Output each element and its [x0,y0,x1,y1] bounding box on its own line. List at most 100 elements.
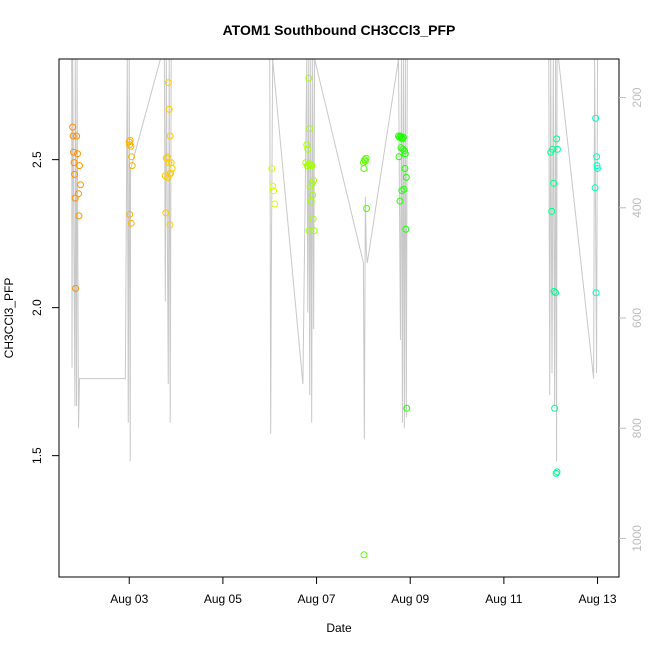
y2-tick-label: 800 [630,418,644,438]
x-tick-label: Aug 13 [579,592,617,606]
data-point [396,197,404,205]
data-point [592,114,600,122]
data-point [69,123,77,131]
data-point [397,133,405,141]
data-point [75,190,82,198]
x-tick-label: Aug 09 [391,592,429,606]
data-point [551,404,559,412]
data-point [166,170,174,178]
data-point [398,135,406,143]
data-point [360,551,368,559]
data-point [591,184,599,192]
data-point [309,215,317,223]
data-point [127,142,135,150]
chart-title: ATOM1 Southbound CH3CCl3_PFP [223,22,456,38]
data-point [553,468,561,476]
data-point [305,227,313,235]
data-point [310,176,318,184]
data-point [305,74,313,82]
data-point [552,469,560,477]
data-point [165,159,173,167]
data-points [69,74,601,559]
data-point [594,165,601,172]
y2-tick-label: 200 [630,87,644,107]
data-point [397,144,405,152]
x-tick-label: Aug 11 [485,592,522,606]
y2-tick-label: 600 [630,308,644,328]
data-point [398,187,406,195]
data-point [361,157,369,165]
data-point [553,135,561,143]
data-point [593,162,601,170]
data-point [165,105,173,113]
data-point [548,207,556,215]
data-point [550,179,558,187]
data-point [552,289,560,297]
data-point [77,181,84,189]
x-tick-label: Aug 07 [298,592,336,606]
data-point [549,145,557,153]
data-point [402,173,410,181]
y-tick-label: 1.5 [30,447,44,464]
data-point [168,165,176,172]
data-point [268,165,276,172]
data-point [70,159,78,167]
data-point [306,125,314,133]
x-axis-label: Date [326,621,352,635]
data-point [127,219,135,227]
data-point [166,132,174,140]
y-axis-label: CH3CCl3_PFP [2,278,16,359]
y2-axis: 200 400 600 800 1000 [619,87,644,552]
data-point [167,169,175,177]
x-tick-label: Aug 05 [204,592,242,606]
data-point [126,210,134,218]
data-point [128,162,136,170]
data-point [71,194,79,202]
x-tick-label: Aug 03 [110,592,148,606]
data-point [399,133,407,141]
data-point [303,141,311,149]
data-point [402,225,410,233]
y2-tick-label: 400 [630,197,644,217]
data-point [269,182,277,190]
data-point [70,148,78,156]
altitude-line [71,59,599,462]
data-point [270,187,278,195]
data-point [554,145,561,153]
data-point [395,153,403,161]
data-point [307,197,315,205]
x-axis: Aug 03 Aug 05 Aug 07 Aug 09 Aug 11 Aug 13 [110,576,617,606]
y-axis: 1.5 2.0 2.5 [30,151,60,464]
data-point [75,212,83,220]
data-point [69,132,77,140]
y-tick-label: 2.5 [30,151,44,168]
data-point [303,162,311,170]
data-point [360,165,368,172]
data-point [128,153,135,161]
data-point [308,162,316,170]
data-point [72,284,80,292]
y-tick-label: 2.0 [30,299,44,316]
altitude-track [71,59,599,462]
y2-tick-label: 1000 [630,525,644,552]
data-point [401,165,409,172]
data-point [74,150,81,158]
data-point [125,138,133,146]
data-point [76,162,83,170]
data-point [400,185,408,193]
data-point [304,145,312,153]
data-point [550,287,558,295]
data-point [71,170,79,178]
data-point [307,160,315,168]
data-point [164,79,172,87]
data-point [362,154,370,162]
data-point [593,153,601,161]
data-point [162,209,170,217]
data-point [126,141,134,149]
data-point [310,227,318,235]
data-point [271,200,279,208]
data-point [399,145,407,153]
data-point [403,404,411,412]
